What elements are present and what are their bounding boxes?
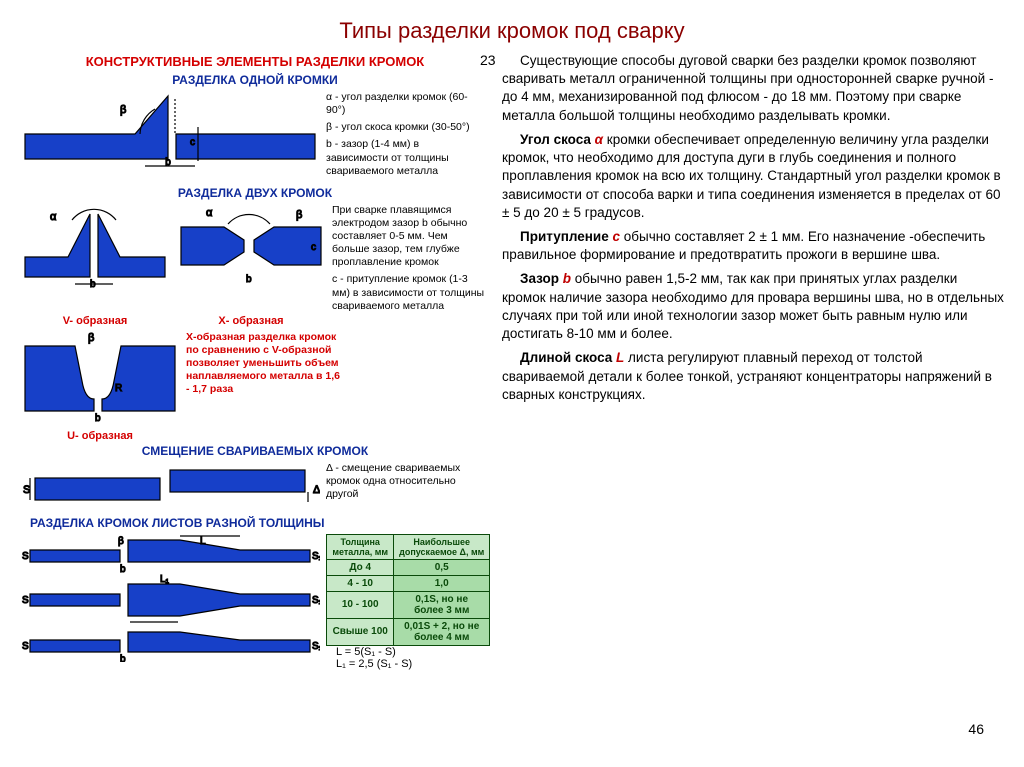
svg-text:S₁: S₁: [312, 595, 320, 606]
table-cell: 1,0: [394, 575, 490, 591]
table-cell: 0,1S, но не более 3 мм: [394, 591, 490, 618]
page-number-top: 23: [480, 52, 496, 68]
legend-b: b - зазор (1-4 мм) в зависимости от толщ…: [326, 136, 481, 179]
legend-beta: β - угол скоса кромки (30-50°): [326, 119, 481, 136]
table-cell: 0,01S + 2, но не более 4 мм: [394, 618, 490, 645]
svg-text:β: β: [118, 536, 124, 547]
svg-text:S₁: S₁: [312, 641, 320, 652]
table-cell: Свыше 100: [327, 618, 394, 645]
svg-text:α: α: [206, 207, 213, 219]
svg-text:S₁: S₁: [312, 551, 320, 562]
svg-text:β: β: [296, 209, 302, 221]
para-alpha: Угол скоса α кромки обеспечивает определ…: [502, 131, 1004, 222]
page-number-bottom: 46: [968, 721, 984, 737]
para-b: Зазор b обычно равен 1,5-2 мм, так как п…: [502, 270, 1004, 343]
svg-text:S: S: [22, 595, 29, 606]
para-b-text: обычно равен 1,5-2 мм, так как при приня…: [502, 271, 1004, 341]
svg-text:b: b: [120, 564, 126, 575]
table-head-2: Наибольшее допускаемое Δ, мм: [394, 534, 490, 559]
diagram-single-bevel: β b c: [20, 89, 320, 169]
formula-L: L = 5(S₁ - S): [326, 646, 490, 658]
figure-heading-main: КОНСТРУКТИВНЫЕ ЭЛЕМЕНТЫ РАЗДЕЛКИ КРОМОК: [20, 52, 490, 71]
svg-text:L₁: L₁: [160, 574, 170, 585]
offset-table: Толщина металла, ммНаибольшее допускаемо…: [326, 534, 490, 646]
svg-text:R: R: [115, 383, 122, 394]
term-b-sym: b: [563, 271, 571, 286]
legend-c: с - притупление кромок (1-3 мм) в зависи…: [332, 271, 487, 314]
svg-text:b: b: [165, 157, 171, 168]
diagram-offset: S Δ: [20, 460, 320, 510]
slide-title: Типы разделки кромок под сварку: [0, 0, 1024, 52]
svg-text:b: b: [120, 654, 126, 662]
diagram-thickness-transition: S β L S₁ b S L₁ S₁ S: [20, 532, 320, 662]
svg-text:c: c: [311, 242, 316, 253]
term-b-label: Зазор: [520, 271, 563, 286]
text-column: Существующие способы дуговой сварки без …: [490, 52, 1004, 674]
table-cell: 4 - 10: [327, 575, 394, 591]
svg-text:α: α: [50, 211, 57, 223]
svg-text:b: b: [95, 413, 101, 424]
table-cell: До 4: [327, 559, 394, 575]
term-L-label: Длиной скоса: [520, 350, 616, 365]
table-cell: 10 - 100: [327, 591, 394, 618]
svg-text:β: β: [88, 332, 94, 344]
legend-x-note: Х-образная разделка кромок по сравнению …: [186, 331, 341, 397]
legend-delta: Δ - смещение свариваемых кромок одна отн…: [326, 460, 481, 503]
svg-text:c: c: [190, 137, 195, 148]
term-alpha-label: Угол скоса: [520, 132, 595, 147]
svg-text:S: S: [22, 641, 29, 652]
term-alpha-sym: α: [595, 132, 603, 147]
para-L: Длиной скоса L листа регулируют плавный …: [502, 349, 1004, 404]
svg-text:S: S: [23, 484, 30, 496]
svg-text:β: β: [120, 104, 126, 116]
diagram-v-groove: α b: [20, 202, 170, 292]
legend-alpha: α - угол разделки кромок (60-90°): [326, 89, 481, 119]
svg-text:Δ: Δ: [313, 484, 320, 496]
para-intro: Существующие способы дуговой сварки без …: [502, 52, 1004, 125]
table-head-1: Толщина металла, мм: [327, 534, 394, 559]
term-c-sym: с: [612, 229, 620, 244]
figure-subhead-1: РАЗДЕЛКА ОДНОЙ КРОМКИ: [20, 71, 490, 89]
figure-subhead-4: РАЗДЕЛКА КРОМОК ЛИСТОВ РАЗНОЙ ТОЛЩИНЫ: [20, 514, 490, 532]
figure-subhead-2: РАЗДЕЛКА ДВУХ КРОМОК: [20, 184, 490, 202]
label-u-shape: U- образная: [20, 430, 180, 442]
label-x-shape: Х- образная: [176, 315, 326, 327]
figure-column: КОНСТРУКТИВНЫЕ ЭЛЕМЕНТЫ РАЗДЕЛКИ КРОМОК …: [20, 52, 490, 674]
para-c: Притупление с обычно составляет 2 ± 1 мм…: [502, 228, 1004, 264]
label-v-shape: V- образная: [20, 315, 170, 327]
svg-text:S: S: [22, 551, 29, 562]
svg-text:b: b: [246, 274, 252, 285]
legend-weld-note: При сварке плавящимся электродом зазор b…: [332, 202, 487, 272]
figure-subhead-3: СМЕЩЕНИЕ СВАРИВАЕМЫХ КРОМОК: [20, 442, 490, 460]
svg-text:L: L: [200, 536, 206, 547]
diagram-x-groove: α β c b: [176, 202, 326, 292]
term-c-label: Притупление: [520, 229, 612, 244]
diagram-u-groove: β R b: [20, 331, 180, 426]
formula-L1: L₁ = 2,5 (S₁ - S): [326, 658, 490, 670]
table-cell: 0,5: [394, 559, 490, 575]
main-content: КОНСТРУКТИВНЫЕ ЭЛЕМЕНТЫ РАЗДЕЛКИ КРОМОК …: [0, 52, 1024, 674]
